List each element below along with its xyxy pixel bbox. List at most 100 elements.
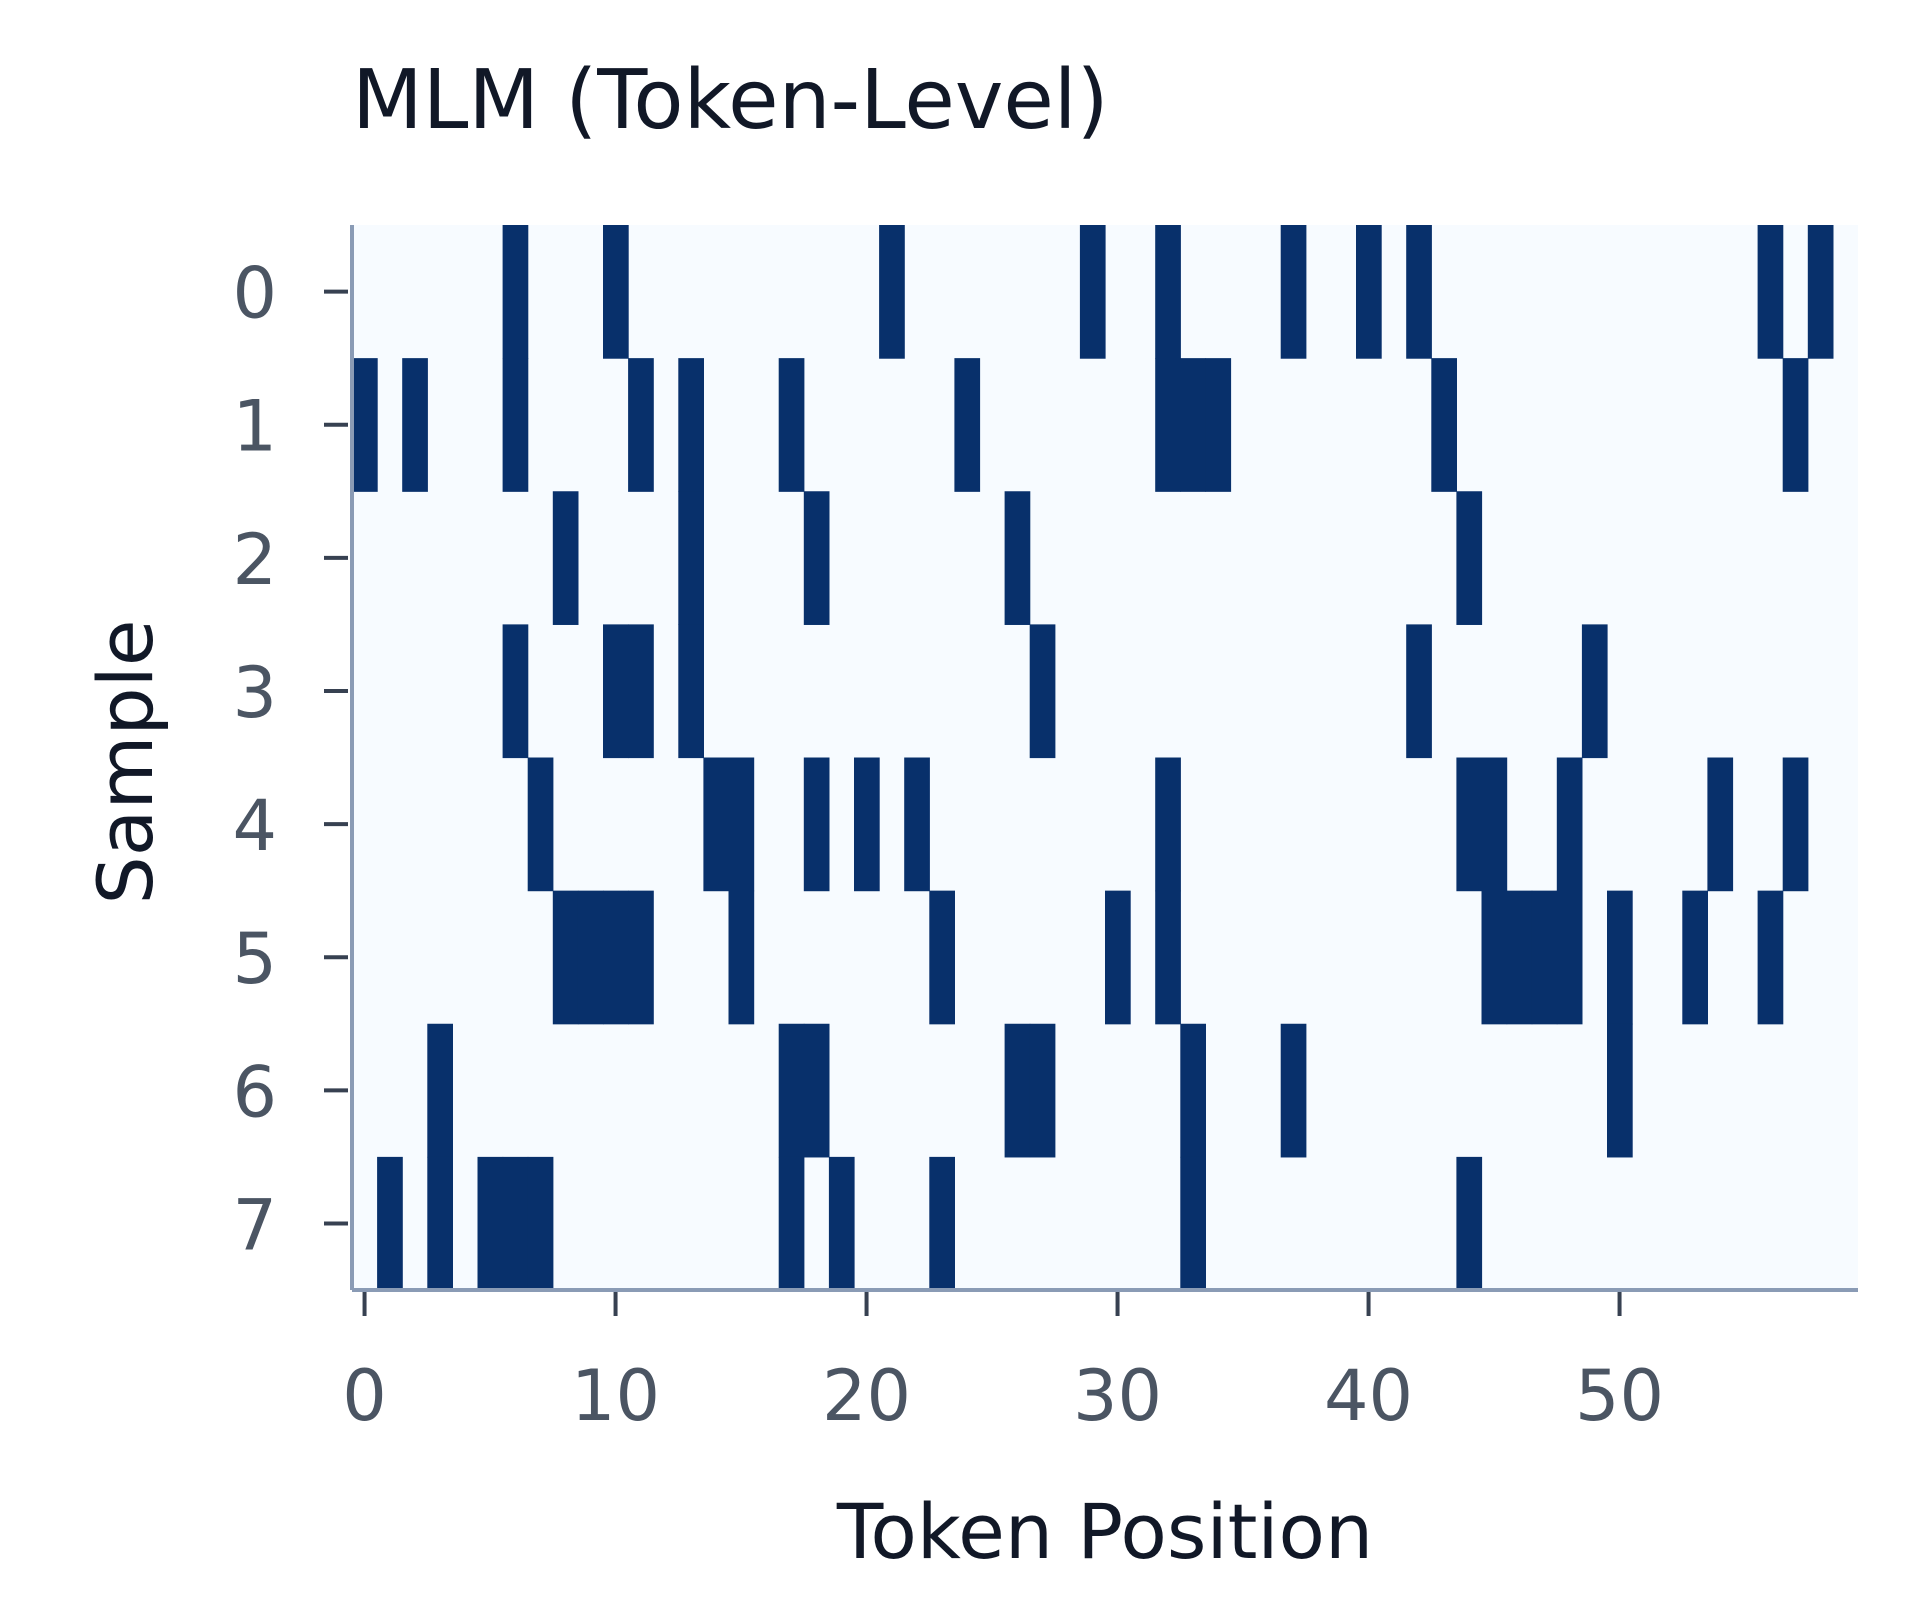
heatmap-cell: [1431, 358, 1457, 492]
heatmap-cell: [1155, 890, 1181, 1025]
heatmap-cell: [1406, 624, 1432, 759]
heatmap-cell: [1807, 225, 1834, 359]
heatmap-cell: [1481, 890, 1508, 1025]
heatmap-cell: [1531, 890, 1558, 1025]
heatmap-cell: [803, 757, 830, 892]
heatmap-cell: [828, 1156, 855, 1291]
chart-title: MLM (Token-Level): [352, 53, 1109, 148]
y-axis-ticks: 0 1 2 3 4 5 6 7: [232, 253, 348, 1266]
y-tick-label: 6: [232, 1051, 277, 1133]
heatmap-cell: [1180, 358, 1206, 492]
heatmap-cell: [1406, 225, 1432, 359]
x-tick-label: 20: [822, 1355, 911, 1437]
heatmap-cell: [778, 1156, 805, 1291]
heatmap-cell: [377, 1156, 403, 1291]
heatmap-cell: [427, 1023, 453, 1158]
heatmap-cell: [1155, 225, 1181, 359]
heatmap-cell: [502, 358, 529, 492]
plot-area: [352, 225, 1858, 1291]
heatmap-cell: [1004, 491, 1031, 625]
heatmap-cell: [1456, 1156, 1483, 1291]
y-tick-label: 1: [232, 386, 277, 468]
heatmap-cell: [1757, 225, 1784, 359]
heatmap-cell: [577, 890, 604, 1025]
heatmap-cell: [527, 1156, 554, 1291]
heatmap-cell: [1506, 890, 1533, 1025]
heatmap-cell: [1029, 624, 1056, 759]
heatmap-cell: [1556, 757, 1583, 892]
heatmap-cell: [904, 757, 930, 892]
heatmap-cell: [879, 225, 905, 359]
y-tick-label: 2: [232, 519, 277, 601]
heatmap-cell: [728, 757, 755, 892]
heatmap-cell: [502, 624, 529, 759]
heatmap-cell: [502, 225, 529, 359]
y-axis-label: Sample: [81, 620, 170, 905]
heatmap-cell: [1782, 757, 1809, 892]
y-tick-label: 7: [232, 1184, 277, 1266]
heatmap-cell: [1105, 890, 1131, 1025]
y-tick-label: 3: [232, 652, 277, 734]
x-tick-label: 30: [1073, 1355, 1162, 1437]
heatmap-cell: [678, 358, 704, 492]
heatmap-cell: [1581, 624, 1608, 759]
heatmap-cell: [628, 890, 654, 1025]
heatmap-cell: [352, 358, 378, 492]
heatmap-cell: [427, 1156, 453, 1291]
y-tick-label: 5: [232, 918, 277, 1000]
axes: [350, 225, 1858, 1292]
heatmap-cell: [803, 1023, 830, 1158]
heatmap-cell: [477, 1156, 504, 1291]
heatmap-cell: [728, 890, 755, 1025]
heatmap-cell: [803, 491, 830, 625]
heatmap-cell: [954, 358, 981, 492]
heatmap-cell: [1707, 757, 1734, 892]
heatmap-cell: [628, 624, 654, 759]
x-tick-label: 50: [1575, 1355, 1664, 1437]
heatmap-cell: [552, 491, 579, 625]
heatmap-cell: [678, 624, 704, 759]
heatmap-cell: [778, 1023, 805, 1158]
heatmap-cell: [1356, 225, 1382, 359]
heatmap-cell: [1180, 1023, 1206, 1158]
heatmap-cell: [603, 890, 629, 1025]
heatmap-cell: [527, 757, 554, 892]
heatmap-cell: [1481, 757, 1508, 892]
heatmap-cell: [1155, 358, 1181, 492]
heatmap-cell: [1456, 491, 1483, 625]
heatmap-cell: [1556, 890, 1583, 1025]
heatmap-cell: [402, 358, 428, 492]
heatmap-cell: [929, 890, 955, 1025]
heatmap-cell: [1280, 225, 1307, 359]
heatmap-cell: [1607, 890, 1633, 1025]
y-tick-label: 4: [232, 785, 277, 867]
heatmap-cell: [1682, 890, 1708, 1025]
heatmap-cell: [1280, 1023, 1307, 1158]
heatmap-cell: [502, 1156, 529, 1291]
heatmap-cell: [1607, 1023, 1633, 1158]
heatmap-cell: [1782, 358, 1809, 492]
heatmap-cell: [628, 358, 654, 492]
heatmap-cell: [1029, 1023, 1056, 1158]
heatmap-cell: [1180, 1156, 1206, 1291]
heatmap-cell: [603, 624, 629, 759]
y-tick-label: 0: [232, 253, 277, 335]
heatmap-cell: [1155, 757, 1181, 892]
x-tick-label: 10: [571, 1355, 660, 1437]
x-axis-label: Token Position: [836, 1487, 1373, 1576]
heatmap-cell: [1757, 890, 1784, 1025]
heatmap-cell: [778, 358, 805, 492]
heatmap-cell: [1004, 1023, 1031, 1158]
heatmap-cell: [603, 225, 629, 359]
x-tick-label: 40: [1324, 1355, 1413, 1437]
heatmap-cell: [552, 890, 579, 1025]
heatmap-cell: [703, 757, 730, 892]
heatmap-cell: [929, 1156, 955, 1291]
heatmap-cell: [1205, 358, 1232, 492]
x-axis-ticks: 0 10 20 30 40 50: [342, 1290, 1664, 1437]
heatmap-cell: [1079, 225, 1106, 359]
x-tick-label: 0: [342, 1355, 387, 1437]
heatmap-cell: [1456, 757, 1483, 892]
heatmap-cell: [678, 491, 704, 625]
